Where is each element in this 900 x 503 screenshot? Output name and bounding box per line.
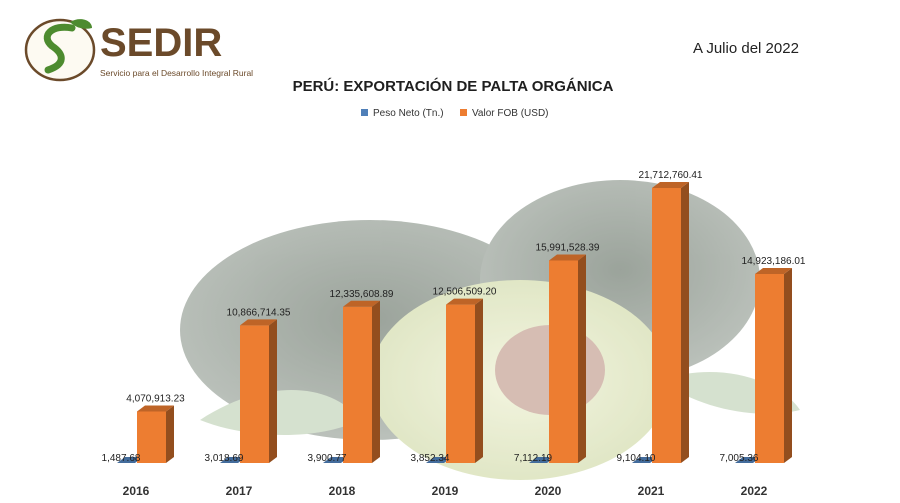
data-label-valor-2017: 10,866,714.35 (227, 307, 291, 318)
data-label-valor-2021: 21,712,760.41 (639, 170, 703, 181)
bar-valor-2017 (240, 325, 269, 463)
legend-label-0: Peso Neto (Tn.) (373, 108, 444, 119)
data-label-valor-2020: 15,991,528.39 (536, 242, 600, 253)
data-label-peso-2022: 7,005.36 (720, 453, 759, 464)
logo-sprout-icon (43, 23, 76, 74)
bar-valor-2018 (343, 306, 372, 463)
legend-swatch-0 (361, 109, 368, 116)
data-label-peso-2020: 7,112.19 (514, 453, 553, 464)
data-label-peso-2021: 9,104.10 (617, 453, 656, 464)
legend-swatch-1 (460, 109, 467, 116)
data-label-peso-2017: 3,018.69 (205, 453, 244, 464)
bar-valor-top-2020 (549, 254, 586, 261)
x-tick-2019: 2019 (432, 484, 459, 498)
bar-valor-side-2021 (681, 182, 689, 463)
data-label-peso-2018: 3,900.77 (308, 453, 347, 464)
chart-bars: 4,070,913.23 1,487.68 10,866,714.35 3,018.6… (102, 170, 806, 464)
chart-title: PERÚ: EXPORTACIÓN DE PALTA ORGÁNICA (293, 77, 614, 95)
data-label-valor-2019: 12,506,509.20 (433, 287, 497, 298)
bar-valor-2019 (446, 304, 475, 463)
bar-valor-top-2022 (755, 267, 792, 274)
legend-label-1: Valor FOB (USD) (472, 108, 549, 119)
bar-valor-2020 (549, 260, 578, 463)
bar-peso-2017 (220, 457, 246, 463)
x-tick-2022: 2022 (741, 484, 768, 498)
date-note: A Julio del 2022 (693, 40, 799, 57)
bar-peso-2022 (735, 457, 761, 463)
bar-valor-top-2016 (137, 405, 174, 412)
brand-name: SEDIR (100, 21, 222, 65)
x-tick-2016: 2016 (123, 484, 150, 498)
bar-valor-top-2018 (343, 300, 380, 307)
sedir-logo: SEDIR Servicio para el Desarrollo Integr… (24, 18, 253, 82)
brand-tagline: Servicio para el Desarrollo Integral Rur… (100, 68, 253, 78)
data-label-peso-2019: 3,852.34 (411, 453, 450, 464)
data-label-valor-2018: 12,335,608.89 (330, 289, 394, 300)
chart-legend: Peso Neto (Tn.) Valor FOB (USD) (361, 108, 549, 119)
bar-valor-2022 (755, 273, 784, 463)
bar-valor-top-2021 (652, 182, 689, 188)
bar-peso-2021 (632, 457, 658, 463)
x-axis-ticks: 2016 2017 2018 2019 2020 2021 2022 (123, 484, 768, 498)
bar-valor-side-2022 (784, 267, 792, 463)
x-tick-2020: 2020 (535, 484, 562, 498)
bar-valor-top-2017 (240, 319, 277, 326)
bar-valor-side-2018 (372, 300, 380, 463)
data-label-peso-2016: 1,487.68 (102, 453, 141, 464)
bar-valor-side-2016 (166, 405, 174, 463)
bar-valor-side-2017 (269, 319, 277, 463)
bar-peso-2020 (529, 457, 555, 463)
x-tick-2017: 2017 (226, 484, 253, 498)
bar-peso-2016 (117, 457, 143, 463)
bar-peso-2018 (323, 457, 349, 463)
data-label-valor-2016: 4,070,913.23 (126, 393, 185, 404)
bar-valor-side-2020 (578, 254, 586, 463)
bar-valor-side-2019 (475, 298, 483, 463)
x-tick-2021: 2021 (638, 484, 665, 498)
bar-valor-2021 (652, 188, 681, 463)
data-label-valor-2022: 14,923,186.01 (742, 256, 806, 267)
bar-peso-2019 (426, 457, 452, 463)
x-tick-2018: 2018 (329, 484, 356, 498)
bar-valor-2016 (137, 411, 166, 463)
bar-valor-top-2019 (446, 298, 483, 305)
